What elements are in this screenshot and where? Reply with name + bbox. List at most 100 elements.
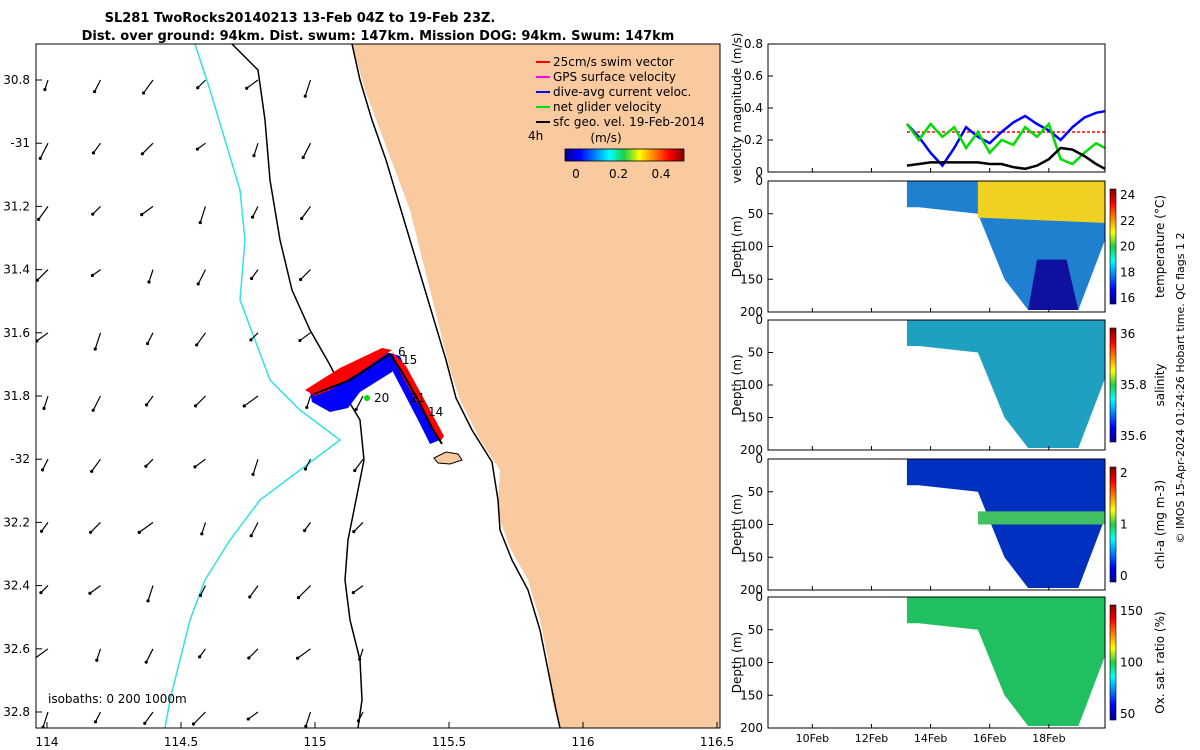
y-axis-label: Depth (m) <box>730 216 744 277</box>
x-tick-label: 14Feb <box>914 732 947 745</box>
velocity-vector-head <box>252 153 256 158</box>
y-tick-label: 0 <box>755 313 763 327</box>
map-y-tick-label: 31.6 <box>3 326 30 340</box>
figure-title: SL281 TwoRocks20140213 13-Feb 04Z to 19-… <box>105 11 496 26</box>
colorbar-tick: 20 <box>1120 240 1135 254</box>
velocity-vector <box>251 269 259 279</box>
velocity-vector-head <box>91 408 95 412</box>
velocity-vector-head <box>248 595 252 599</box>
map-y-tick-label: 31.8 <box>3 389 30 403</box>
velocity-vector <box>248 648 259 659</box>
velocity-vector-head <box>354 407 358 411</box>
velocity-vector <box>353 521 364 533</box>
isobath-200m-contour <box>231 44 365 728</box>
velocity-vector <box>201 522 207 534</box>
velocity-vector <box>40 585 49 594</box>
y-tick-label: 100 <box>740 240 763 254</box>
velocity-vector-head <box>36 217 41 221</box>
velocity-vector-head <box>242 404 246 408</box>
colorbar-title: (m/s) <box>590 131 621 145</box>
velocity-vector <box>147 332 154 344</box>
velocity-vector <box>193 711 206 725</box>
velocity-vector-head <box>95 658 99 662</box>
velocity-vector-head <box>198 220 202 225</box>
series-line <box>905 121 1106 166</box>
velocity-vector <box>92 395 102 411</box>
section-cold-core <box>1028 259 1079 310</box>
velocity-vector-head <box>39 591 43 595</box>
velocity-vector-head <box>41 725 45 728</box>
velocity-vector <box>300 269 311 280</box>
isobath-0m-contour <box>351 44 561 728</box>
track-line <box>313 352 443 445</box>
velocity-vector-head <box>303 467 308 471</box>
velocity-vector <box>91 458 101 472</box>
velocity-vector <box>36 648 49 659</box>
velocity-vector <box>92 205 101 215</box>
section-warm-layer <box>977 181 1105 223</box>
island-landmass <box>433 451 463 465</box>
colorbar-tick: 36 <box>1120 327 1135 341</box>
y-tick-label: 0 <box>755 452 763 466</box>
series-line <box>906 109 1106 168</box>
x-tick-label: 16Feb <box>973 732 1006 745</box>
figure-subtitle: Dist. over ground: 94km. Dist. swum: 147… <box>82 29 675 44</box>
legend-entry: sfc geo. vel. 19-Feb-2014 <box>553 115 705 129</box>
velocity-vector <box>357 711 364 722</box>
y-tick-label: 0.2 <box>744 133 763 147</box>
y-tick-label: 200 <box>740 721 763 735</box>
y-tick-label: 0.4 <box>744 101 763 115</box>
velocity-vector-head <box>245 86 249 90</box>
velocity-vector-head <box>195 343 199 347</box>
track-label-20: 20 <box>374 391 389 405</box>
y-tick-label: 50 <box>748 485 763 499</box>
velocity-vector-head <box>89 530 93 534</box>
velocity-vector-head <box>352 529 356 534</box>
panel-2: 0 50 100 150 200 Depth (m) 16 18 20 22 24 temperatu… <box>730 174 1167 319</box>
y-tick-label: 150 <box>740 272 763 286</box>
velocity-vector <box>92 142 101 154</box>
velocity-vector <box>141 142 154 155</box>
velocity-vector <box>44 79 49 90</box>
velocity-vector-head <box>299 277 303 282</box>
velocity-vector-head <box>296 596 301 600</box>
velocity-vector-head <box>250 215 255 219</box>
y-tick-label: 150 <box>740 411 763 425</box>
map-y-tick-label: -31 <box>10 136 30 150</box>
colorbar-tick: 35.8 <box>1120 378 1147 392</box>
y-tick-label: 150 <box>740 550 763 564</box>
colorbar-label: temperature (°C) <box>1153 195 1167 298</box>
colorbar-tick: 0.4 <box>651 167 670 181</box>
panel-colorbar <box>1109 604 1117 721</box>
velocity-vector-head <box>93 720 98 724</box>
y-axis-label: Depth (m) <box>730 354 744 415</box>
panel-colorbar <box>1109 466 1117 583</box>
velocity-vector <box>297 648 311 659</box>
swim-vector-swath-2 <box>392 352 444 442</box>
velocity-vector-head <box>303 94 307 98</box>
velocity-vector-head <box>200 532 204 536</box>
map-y-tick-label: 32.4 <box>3 579 30 593</box>
velocity-vector <box>359 648 364 660</box>
legend-entry: 25cm/s swim vector <box>553 55 674 69</box>
velocity-vector-head <box>251 472 255 477</box>
velocity-vector-head <box>305 405 309 410</box>
y-axis-label: velocity magnitude (m/s) <box>730 33 744 184</box>
velocity-vector <box>299 332 311 341</box>
x-tick-label: 12Feb <box>855 732 888 745</box>
velocity-vector-head <box>246 717 250 721</box>
x-tick-label: 18Feb <box>1032 732 1065 745</box>
velocity-vector-head <box>358 657 362 661</box>
colorbar-tick: 18 <box>1120 265 1135 279</box>
velocity-vector-head <box>140 213 144 217</box>
panel-3: 0 50 100 150 200 Depth (m) 35.6 35.8 36 salinity <box>730 313 1167 457</box>
track-label-14: 14 <box>428 405 443 419</box>
velocity-vector <box>145 648 154 663</box>
velocity-vector-head <box>147 280 151 284</box>
velocity-vector <box>138 521 154 533</box>
velocity-vector <box>43 395 49 409</box>
net-velocity-marker <box>364 395 370 401</box>
velocity-vector-head <box>38 156 42 160</box>
colorbar-tick: 50 <box>1120 707 1135 721</box>
